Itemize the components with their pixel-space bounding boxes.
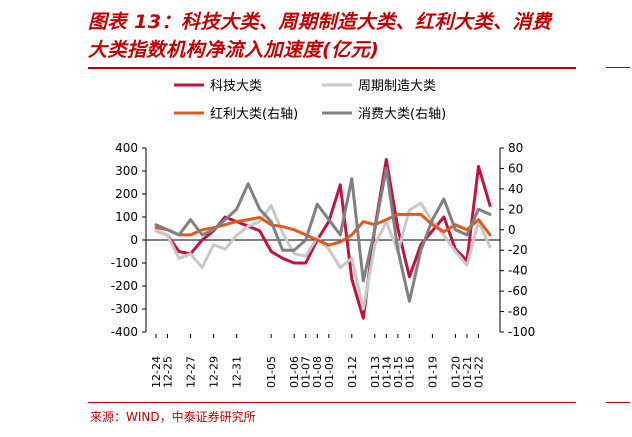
y-right-tick-label: 80 [508,141,523,155]
y-left-tick-label: -100 [111,256,138,270]
y-right-tick-label: 0 [508,223,516,237]
y-right-tick-label: 20 [508,202,523,216]
y-right-tick-label: -80 [508,305,528,319]
y-right-tick-label: -100 [508,325,535,339]
series-line-2 [154,201,492,311]
x-tick-label: 01-14 [380,356,393,388]
y-right-tick-label: -40 [508,264,528,278]
y-left-tick-label: 400 [115,141,138,155]
y-left-tick-label: 100 [115,210,138,224]
chart-title: 图表 13：科技大类、周期制造大类、红利大类、消费大类指数机构净流入加速度(亿元… [88,11,552,61]
title-rule [88,67,576,69]
source-note: 来源：WIND，中泰证券研究所 [90,410,256,424]
y-right-tick-label: 40 [508,182,523,196]
y-left-tick-label: -200 [111,279,138,293]
series-line-1 [154,158,492,320]
x-tick-label: 12-29 [208,356,221,388]
x-tick-label: 01-06 [288,356,301,388]
legend-label: 消费大类(右轴) [358,107,446,122]
x-tick-label: 01-20 [449,356,462,388]
footer-rule [88,402,576,403]
x-tick-label: 01-19 [426,356,439,388]
y-left-tick-label: 300 [115,164,138,178]
edge-mark [606,67,630,68]
x-tick-label: 01-15 [392,356,405,388]
x-tick-label: 01-07 [300,356,313,388]
x-tick-label: 01-12 [346,356,359,388]
x-tick-label: 01-05 [265,356,278,388]
series-line-3 [154,212,492,247]
y-left-tick-label: 200 [115,187,138,201]
legend-label: 周期制造大类 [358,79,436,94]
y-left-tick-label: -400 [111,325,138,339]
x-tick-label: 01-08 [311,356,324,388]
y-right-tick-label: 60 [508,161,523,175]
x-tick-label: 01-09 [323,356,336,388]
x-tick-label: 01-22 [472,356,485,388]
y-right-tick-label: -60 [508,284,528,298]
x-tick-label: 12-27 [185,356,198,388]
x-tick-label: 01-21 [461,356,474,388]
edge-mark [606,402,630,403]
x-tick-label: 12-24 [150,356,163,388]
y-right-tick-label: -20 [508,243,528,257]
y-left-tick-label: -300 [111,302,138,316]
legend-label: 科技大类 [210,79,262,94]
series-line-4 [154,166,492,303]
y-left-tick-label: 0 [130,233,138,247]
x-tick-label: 12-31 [231,356,244,388]
legend-label: 红利大类(右轴) [210,106,298,122]
x-tick-label: 12-25 [162,356,175,388]
x-tick-label: 01-16 [403,356,416,388]
x-tick-label: 01-13 [369,356,382,388]
